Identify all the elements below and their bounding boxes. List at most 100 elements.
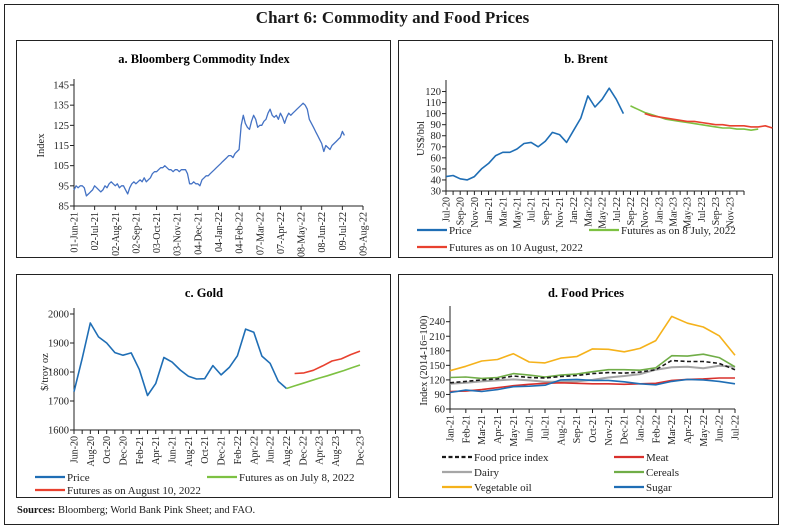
x-tick-label: Dec-21: [620, 415, 631, 444]
legend-label-meat: Meat: [646, 452, 669, 464]
x-tick-label: Feb-22: [651, 415, 662, 443]
legend-label-price: Price: [449, 225, 472, 237]
x-tick-label: Feb-22: [233, 436, 244, 464]
series-line-sugar: [449, 378, 736, 394]
x-tick-label: Aug-21: [184, 436, 195, 467]
x-tick-label: Jul-20: [442, 197, 453, 222]
y-tick-label: 2000: [48, 310, 69, 321]
legend-label-food-price-index: Food price index: [474, 452, 549, 464]
legend-label-futures-as-on-10-august-2022: Futures as on 10 August, 2022: [449, 242, 583, 254]
legend-label-price: Price: [67, 472, 90, 484]
chart-frame: [4, 4, 779, 525]
panel-gold: c. Gold 1600 1700 1800 1900 2000 $/troy oz Jun-…: [16, 274, 391, 498]
y-tick-label: 50: [431, 164, 442, 175]
x-tick-label: Aug-20: [86, 436, 97, 467]
y-tick-label: 30: [431, 187, 442, 198]
x-tick-label: 09-Jul-22: [338, 212, 349, 250]
panel-title: c. Gold: [185, 286, 223, 300]
x-tick-label: Jul-22: [731, 415, 742, 440]
y-tick-label: 180: [429, 346, 445, 357]
y-tick-label: 90: [435, 390, 446, 401]
legend-label-futures-as-on-july-8-2022: Futures as on July 8, 2022: [239, 472, 355, 484]
y-tick-label: 135: [53, 101, 69, 112]
sources-label: Sources:: [17, 505, 56, 516]
x-tick-label: Jul-23: [697, 197, 708, 222]
y-tick-label: 80: [431, 131, 442, 142]
y-tick-label: 1700: [48, 397, 69, 408]
y-tick-label: 115: [54, 141, 69, 152]
y-tick-label: 1900: [48, 339, 69, 350]
y-tick-label: 105: [53, 161, 69, 172]
x-tick-label: Jul-21: [541, 415, 552, 440]
legend-label-futures-as-on-august-10-2022: Futures as on August 10, 2022: [67, 485, 201, 497]
x-tick-label: Nov-23: [725, 197, 736, 228]
x-tick-label: 01-Jun-21: [70, 212, 81, 253]
x-tick-label: May-21: [509, 415, 520, 447]
series-line-price: [73, 322, 288, 397]
x-tick-label: 07-Apr-22: [276, 212, 287, 254]
y-tick-label: 120: [429, 375, 445, 386]
x-tick-label: 07-Mar-22: [255, 212, 266, 255]
y-tick-label: 145: [53, 81, 69, 92]
x-tick-label: Jul-22: [612, 197, 623, 222]
x-tick-label: Jun-21: [168, 436, 179, 463]
x-tick-label: Mar-23: [669, 197, 680, 227]
series-line-price: [445, 87, 625, 181]
main-title: Chart 6: Commodity and Food Prices: [255, 8, 530, 27]
x-tick-label: Mar-21: [477, 415, 488, 445]
legend-label-dairy: Dairy: [474, 467, 500, 479]
x-tick-label: Oct-21: [588, 415, 599, 443]
x-tick-label: Feb-21: [135, 436, 146, 464]
x-tick-label: 02-Aug-21: [111, 212, 122, 256]
y-axis-label: Index (2014-16=100): [419, 315, 430, 406]
y-tick-label: 85: [59, 202, 70, 213]
y-axis-label: $/troy oz: [40, 353, 51, 391]
y-axis-label: Index: [36, 133, 47, 158]
x-tick-label: May-23: [683, 197, 694, 229]
x-tick-label: Oct-20: [102, 436, 113, 464]
y-tick-label: 100: [425, 109, 441, 120]
y-tick-label: 40: [431, 175, 442, 186]
x-tick-label: Sep-22: [626, 197, 637, 225]
series-line-food-price-index: [449, 359, 736, 384]
y-tick-label: 90: [431, 120, 442, 131]
bloomberg-chart-svg: a. Bloomberg Commodity Index 85 95 105 115 12…: [36, 52, 370, 257]
x-tick-label: 09-Aug-22: [359, 212, 370, 256]
x-tick-label: Apr-22: [683, 415, 694, 444]
y-tick-label: 60: [435, 405, 446, 416]
x-tick-label: Jan-21: [446, 415, 457, 442]
x-tick-label: Jun-20: [70, 436, 81, 463]
x-tick-label: Jun-22: [715, 415, 726, 442]
x-tick-label: Apr-23: [315, 436, 326, 465]
y-tick-label: 210: [429, 332, 445, 343]
legend-label-sugar: Sugar: [646, 482, 672, 494]
x-tick-label: Jan-23: [654, 197, 665, 224]
x-tick-label: Nov-21: [555, 197, 566, 228]
y-tick-label: 60: [431, 153, 442, 164]
x-tick-label: Mar-21: [498, 197, 509, 227]
panel-title: d. Food Prices: [548, 286, 624, 300]
series-line-futures-as-on-july-8-2022: [286, 364, 361, 390]
legend-label-futures-as-on-8-july-2022: Futures as on 8 July, 2022: [621, 225, 736, 237]
x-tick-label: May-21: [512, 197, 523, 229]
x-tick-label: Dec-20: [119, 436, 130, 465]
x-tick-label: Nov-21: [604, 415, 615, 446]
x-tick-label: 03-Oct-21: [152, 212, 163, 253]
x-tick-label: 02-Jul-21: [90, 212, 101, 250]
sources-text: Bloomberg; World Bank Pink Sheet; and FA…: [57, 505, 256, 516]
series-line-vegetable-oil: [449, 315, 736, 372]
x-tick-label: Jun-21: [525, 415, 536, 442]
x-tick-label: Jul-21: [527, 197, 538, 222]
x-tick-label: Sep-21: [541, 197, 552, 225]
x-tick-label: Apr-22: [249, 436, 260, 465]
panel-title: b. Brent: [564, 52, 608, 66]
series-line-cereals: [449, 353, 736, 380]
x-tick-label: Sep-20: [456, 197, 467, 225]
y-tick-label: 70: [431, 142, 442, 153]
x-tick-label: Feb-21: [461, 415, 472, 443]
legend-label-vegetable-oil: Vegetable oil: [474, 482, 532, 494]
x-tick-label: Aug-21: [556, 415, 567, 446]
sources-note: Sources: Bloomberg; World Bank Pink Shee…: [17, 505, 255, 516]
